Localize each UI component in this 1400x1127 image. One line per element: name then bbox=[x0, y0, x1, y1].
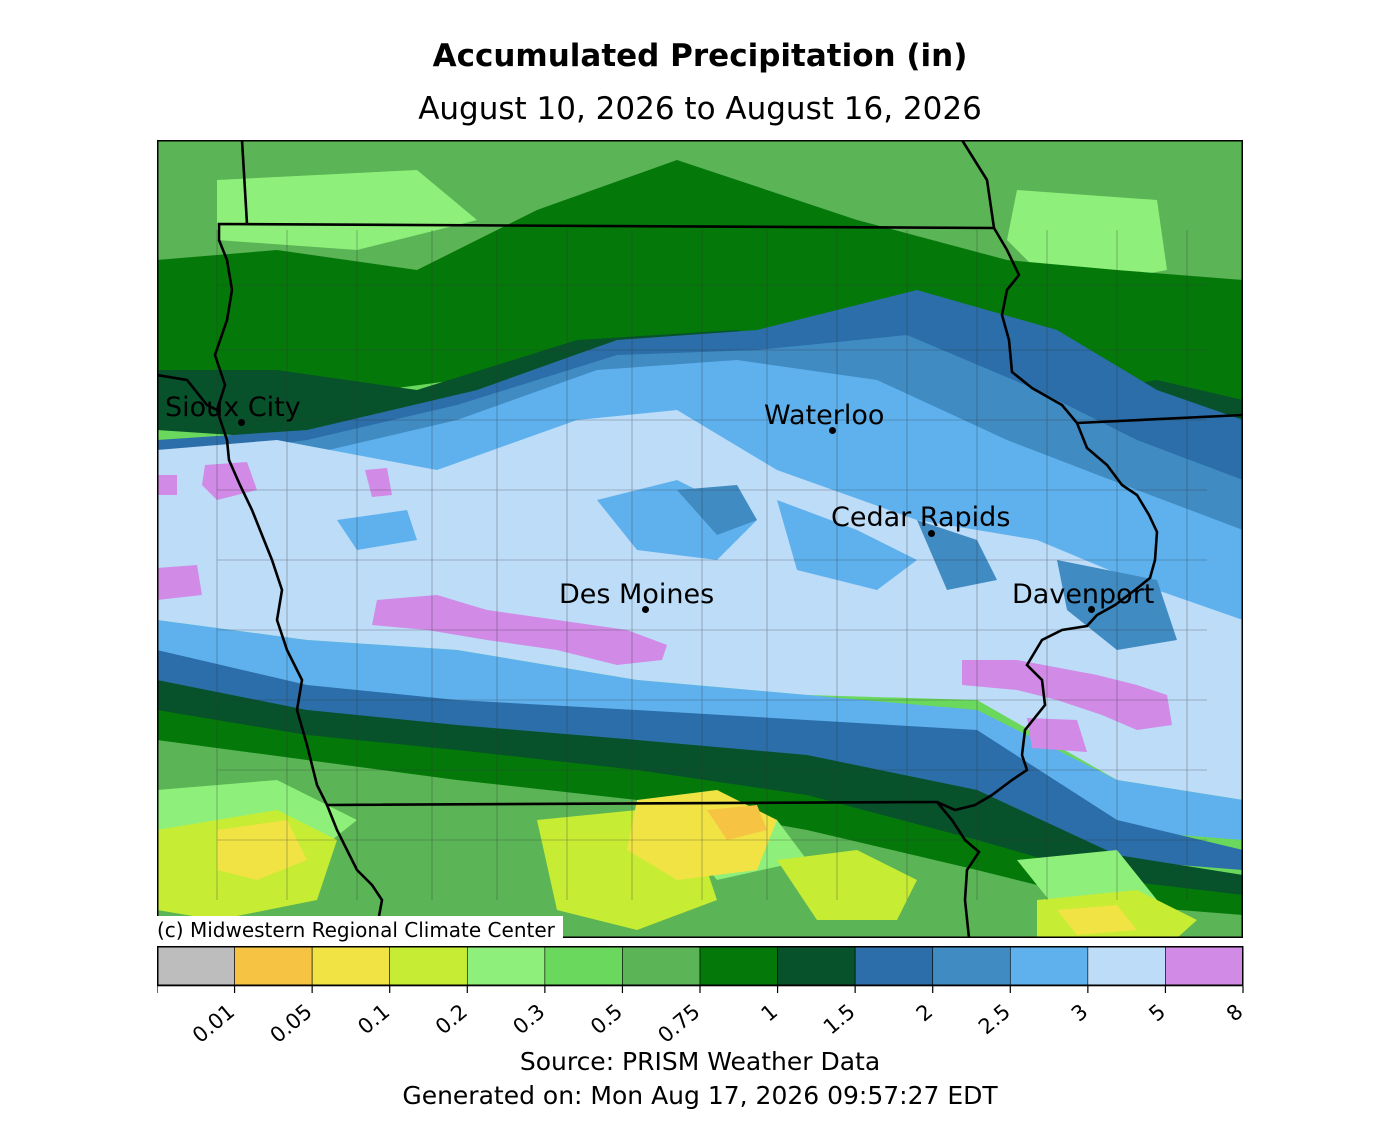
credit-text: (c) Midwestern Regional Climate Center bbox=[157, 916, 563, 944]
colorbar-swatch bbox=[466, 946, 546, 987]
city-label-waterloo: Waterloo bbox=[764, 400, 885, 431]
county-boundaries bbox=[216, 230, 1207, 900]
colorbar-swatch bbox=[234, 946, 313, 987]
colorbar-swatch bbox=[699, 946, 778, 987]
precip-band-3-central bbox=[337, 480, 917, 590]
colorbar-swatch bbox=[854, 946, 934, 987]
precipitation-colorbar: 0 0.01 0.05 0.1 0.2 0.3 0.5 0.75 1 1.5 2 2.5 3 5 8 bbox=[157, 946, 1248, 1048]
map-title: Accumulated Precipitation (in) bbox=[432, 38, 968, 74]
colorbar-tick-label: 2.5 bbox=[974, 999, 1015, 1039]
colorbar-tick-label: 0.75 bbox=[653, 999, 704, 1047]
colorbar-swatch bbox=[1009, 946, 1089, 987]
city-label-cedar-rapids: Cedar Rapids bbox=[831, 502, 1011, 533]
colorbar-tick-label: 0.05 bbox=[266, 999, 317, 1047]
source-text: Source: PRISM Weather Data bbox=[519, 1047, 881, 1076]
precip-band-0.05-south bbox=[217, 790, 1137, 935]
city-label-des-moines: Des Moines bbox=[559, 579, 715, 610]
precip-band-8 bbox=[157, 462, 1172, 752]
colorbar-swatch bbox=[1087, 946, 1166, 987]
waterloo-marker bbox=[829, 427, 836, 434]
colorbar-swatch bbox=[777, 946, 856, 987]
colorbar-tick-label: 0.2 bbox=[431, 999, 472, 1039]
colorbar-tick-label: 0.3 bbox=[508, 999, 549, 1039]
colorbar-swatch bbox=[389, 946, 468, 987]
precip-band-5 bbox=[157, 410, 1243, 800]
colorbar-tick-label: 0.01 bbox=[188, 999, 239, 1047]
precip-band-1.5-south bbox=[157, 680, 1243, 900]
colorbar-tick-label: 1.5 bbox=[819, 999, 860, 1039]
precip-band-2.5-central bbox=[677, 485, 1177, 650]
colorbar-swatch bbox=[311, 946, 391, 987]
colorbar-tick-label: 2 bbox=[912, 999, 938, 1026]
colorbar-tick-label: 8 bbox=[1222, 999, 1248, 1026]
sioux-city-marker bbox=[238, 419, 245, 426]
precip-band-2-south bbox=[157, 650, 1243, 870]
precip-band-0.3-south bbox=[157, 780, 1157, 910]
colorbar-tick-label: 0.5 bbox=[586, 999, 627, 1039]
state-boundaries bbox=[157, 140, 1243, 938]
colorbar-swatch bbox=[544, 946, 623, 987]
generated-timestamp: Generated on: Mon Aug 17, 2026 09:57:27 … bbox=[402, 1081, 998, 1110]
colorbar-swatch bbox=[1165, 946, 1244, 987]
colorbar-tick-label: 5 bbox=[1144, 999, 1170, 1026]
colorbar-tick-label: 0 bbox=[157, 999, 162, 1026]
map-subtitle: August 10, 2026 to August 16, 2026 bbox=[418, 91, 982, 127]
map-frame bbox=[157, 140, 1243, 938]
colorbar-tick-label: 1 bbox=[757, 999, 783, 1026]
precipitation-map bbox=[157, 140, 1243, 938]
colorbar-swatch bbox=[622, 946, 701, 987]
des-moines-marker bbox=[642, 606, 649, 613]
davenport-marker bbox=[1088, 606, 1095, 613]
colorbar-tick-label: 3 bbox=[1067, 999, 1093, 1026]
colorbar-swatch bbox=[932, 946, 1011, 987]
city-label-sioux-city: Sioux City bbox=[165, 392, 301, 423]
cedar-rapids-marker bbox=[928, 530, 935, 537]
city-label-davenport: Davenport bbox=[1012, 579, 1155, 610]
colorbar-tick-label: 0.1 bbox=[353, 999, 394, 1039]
colorbar-swatch bbox=[157, 946, 235, 987]
precip-band-0.01-south bbox=[707, 805, 767, 840]
